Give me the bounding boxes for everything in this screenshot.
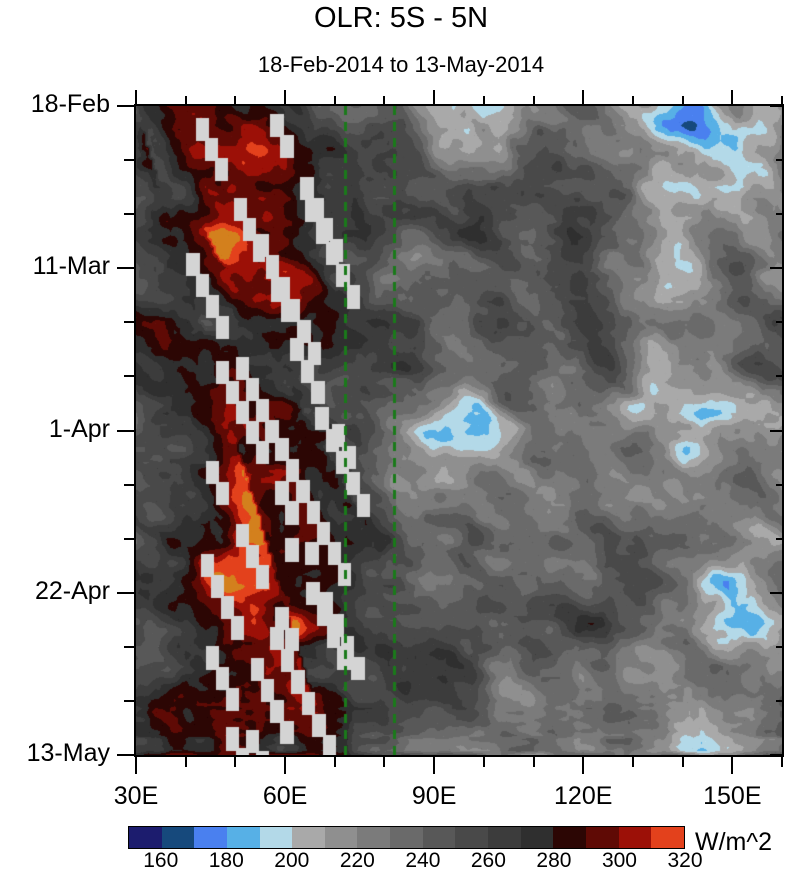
colorbar-label-180: 180: [208, 849, 244, 872]
x-tick-minor: [681, 757, 684, 767]
colorbar-swatch-16[interactable]: [651, 827, 684, 848]
colorbar-swatch-3[interactable]: [226, 827, 260, 848]
x-tick-major: [731, 757, 734, 774]
colorbar-label-220: 220: [339, 849, 375, 872]
y-axis-label-3: 22-Apr: [34, 576, 110, 605]
colorbar-label-240: 240: [405, 849, 441, 872]
x-tick-minor: [781, 757, 783, 767]
colorbar-units-label: W/m^2: [695, 828, 773, 856]
colorbar-swatch-7[interactable]: [357, 827, 391, 848]
x-tick-major: [582, 757, 585, 774]
x-tick-minor-top: [532, 96, 535, 104]
x-tick-minor: [184, 757, 187, 767]
colorbar-swatch-2[interactable]: [194, 827, 227, 848]
colorbar-label-160: 160: [143, 849, 179, 872]
x-axis-label-0: 30E: [113, 782, 159, 810]
y-tick-minor: [124, 321, 134, 324]
x-tick-minor-top: [781, 96, 783, 104]
y-tick-major: [117, 267, 134, 270]
x-axis-label-3: 120E: [554, 782, 613, 810]
x-tick-major-top: [582, 90, 585, 104]
colorbar-swatch-14[interactable]: [585, 827, 619, 848]
x-tick-minor-top: [681, 96, 684, 104]
x-tick-minor: [631, 757, 634, 767]
x-tick-minor-top: [383, 96, 386, 104]
colorbar-swatch-11[interactable]: [488, 827, 521, 848]
x-axis-label-1: 60E: [262, 782, 308, 810]
y-tick-minor: [124, 159, 134, 162]
x-tick-major-top: [731, 90, 734, 104]
y-tick-major-right: [770, 429, 784, 432]
y-tick-minor-right: [776, 159, 784, 162]
colorbar-swatch-15[interactable]: [618, 827, 652, 848]
hovmoller-plot-area[interactable]: [134, 104, 784, 757]
colorbar-swatch-6[interactable]: [324, 827, 358, 848]
colorbar-swatch-5[interactable]: [292, 827, 325, 848]
colorbar-label-260: 260: [470, 849, 506, 872]
y-tick-major: [117, 754, 134, 756]
colorbar-swatch-9[interactable]: [422, 827, 456, 848]
y-tick-major-right: [770, 754, 784, 756]
y-axis-label-2: 1-Apr: [48, 414, 110, 443]
figure-subtitle: 18-Feb-2014 to 13-May-2014: [257, 52, 545, 77]
x-tick-major: [284, 757, 287, 774]
x-axis-label-4: 150E: [703, 782, 762, 810]
y-tick-major-right: [770, 267, 784, 270]
y-tick-minor-right: [776, 483, 784, 486]
colorbar-swatch-0[interactable]: [129, 827, 162, 848]
colorbar-label-300: 300: [601, 849, 637, 872]
x-tick-minor-top: [184, 96, 187, 104]
y-tick-minor-right: [776, 213, 784, 216]
y-tick-minor: [124, 699, 134, 702]
x-axis-label-2: 90E: [411, 782, 457, 810]
y-tick-minor-right: [776, 375, 784, 378]
x-tick-minor: [482, 757, 485, 767]
x-tick-major: [433, 757, 436, 774]
y-tick-minor-right: [776, 537, 784, 540]
colorbar-swatch-13[interactable]: [553, 827, 586, 848]
y-tick-major: [117, 591, 134, 594]
x-tick-major: [135, 757, 137, 774]
y-tick-minor-right: [776, 645, 784, 648]
annotation-overlay-canvas: [136, 106, 782, 755]
colorbar-swatch-12[interactable]: [520, 827, 554, 848]
y-tick-major-right: [770, 105, 784, 107]
x-tick-minor-top: [333, 96, 336, 104]
x-tick-minor: [532, 757, 535, 767]
y-tick-minor: [124, 645, 134, 648]
colorbar-label-320: 320: [667, 849, 703, 872]
y-tick-major: [117, 429, 134, 432]
x-tick-minor-top: [631, 96, 634, 104]
y-tick-minor: [124, 213, 134, 216]
colorbar-swatch-8[interactable]: [390, 827, 423, 848]
x-tick-minor: [234, 757, 237, 767]
y-tick-minor-right: [776, 321, 784, 324]
x-tick-minor-top: [234, 96, 237, 104]
colorbar-label-280: 280: [536, 849, 572, 872]
x-tick-minor: [333, 757, 336, 767]
y-axis-label-0: 18-Feb: [30, 90, 110, 118]
page-title: OLR: 5S - 5N: [313, 2, 489, 34]
colorbar-label-200: 200: [274, 849, 310, 872]
y-tick-minor: [124, 375, 134, 378]
x-tick-major-top: [135, 90, 137, 104]
x-tick-major-top: [433, 90, 436, 104]
x-tick-minor-top: [482, 96, 485, 104]
colorbar-swatch-4[interactable]: [259, 827, 293, 848]
y-tick-minor: [124, 537, 134, 540]
y-axis-label-1: 11-Mar: [32, 252, 110, 281]
colorbar-swatch-10[interactable]: [455, 827, 489, 848]
y-tick-minor: [124, 483, 134, 486]
x-tick-minor: [383, 757, 386, 767]
x-tick-major-top: [284, 90, 287, 104]
y-tick-minor-right: [776, 699, 784, 702]
y-axis-label-4: 13-May: [26, 739, 110, 767]
y-tick-major: [117, 105, 134, 107]
colorbar-swatch-1[interactable]: [161, 827, 195, 848]
colorbar[interactable]: [128, 826, 685, 849]
y-tick-major-right: [770, 591, 784, 594]
